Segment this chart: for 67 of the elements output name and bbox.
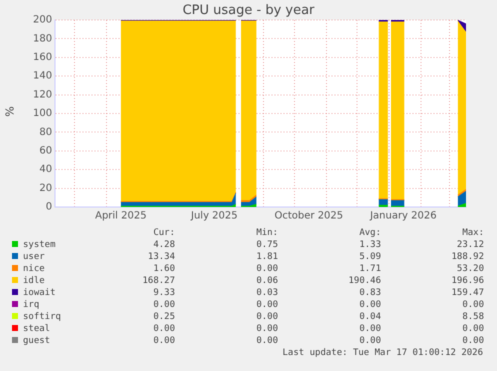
text: 0.00 — [358, 299, 381, 311]
y-tick-label: 80 — [39, 126, 52, 138]
y-tick-label: 0 — [46, 202, 52, 213]
text: 0.03 — [255, 287, 278, 299]
legend-label: system — [22, 239, 57, 251]
text: 0.00 — [255, 299, 278, 311]
chart-title: CPU usage - by year — [182, 3, 314, 18]
y-tick-label: 180 — [32, 33, 52, 44]
text: 196.96 — [450, 275, 484, 287]
text: 0.00 — [152, 335, 175, 347]
text: 0.00 — [461, 335, 484, 347]
text: 13.34 — [146, 251, 175, 263]
text: 23.12 — [456, 239, 484, 251]
text: 0.00 — [255, 323, 278, 335]
y-tick-label: 100 — [32, 108, 52, 120]
y-tick-label: 120 — [32, 89, 52, 100]
text: 0.00 — [255, 263, 278, 275]
text: 168.27 — [141, 275, 175, 287]
x-tick-label: July 2025 — [190, 210, 238, 222]
text: 0.00 — [255, 335, 278, 347]
y-tick-label: 160 — [32, 52, 52, 63]
legend-label: steal — [22, 323, 52, 335]
text: 0.00 — [461, 299, 484, 311]
text: 0.25 — [152, 311, 175, 323]
text: 0.04 — [358, 311, 381, 323]
x-tick-label: October 2025 — [274, 210, 344, 222]
legend-label: user — [22, 251, 46, 263]
legend-label: iowait — [22, 287, 57, 299]
text: 0.00 — [152, 323, 175, 335]
text: 53.20 — [456, 263, 484, 275]
text: 190.46 — [347, 275, 381, 287]
text: 188.92 — [450, 251, 484, 263]
x-tick-label: January 2026 — [369, 210, 437, 222]
y-tick-label: 60 — [39, 145, 52, 156]
text: Last update: Tue Mar 17 01:00:12 2026 — [282, 347, 483, 359]
text: 4.28 — [152, 239, 175, 251]
y-tick-label: 40 — [39, 164, 52, 176]
text: Avg: — [358, 227, 381, 239]
x-tick-label: April 2025 — [95, 210, 147, 222]
text: 1.71 — [358, 263, 381, 275]
text: Cur: — [152, 227, 175, 239]
text: 8.58 — [461, 311, 484, 323]
text: 1.33 — [358, 239, 381, 251]
text: 0.75 — [255, 239, 278, 251]
text: 0.00 — [152, 299, 175, 311]
legend-label: irq — [22, 299, 40, 311]
y-tick-label: 20 — [39, 182, 52, 194]
y-axis-title: % — [4, 106, 17, 117]
text: 0.00 — [358, 335, 381, 347]
text: 9.33 — [152, 287, 175, 299]
legend-label: guest — [22, 335, 52, 347]
text: 159.47 — [450, 287, 484, 299]
text: 0.00 — [358, 323, 381, 335]
text: 5.09 — [358, 251, 381, 263]
text: 0.00 — [461, 323, 484, 335]
legend-label: softirq — [22, 311, 62, 323]
text: 0.83 — [358, 287, 381, 299]
legend-label: idle — [22, 275, 46, 287]
text: 1.60 — [152, 263, 175, 275]
text: 0.00 — [255, 311, 278, 323]
text: Min: — [255, 227, 278, 239]
y-tick-label: 140 — [32, 70, 52, 82]
y-tick-label: 200 — [32, 14, 52, 26]
legend-label: nice — [22, 263, 46, 275]
text: Max: — [461, 227, 484, 239]
text: 0.06 — [255, 275, 278, 287]
text: 1.81 — [255, 251, 278, 263]
